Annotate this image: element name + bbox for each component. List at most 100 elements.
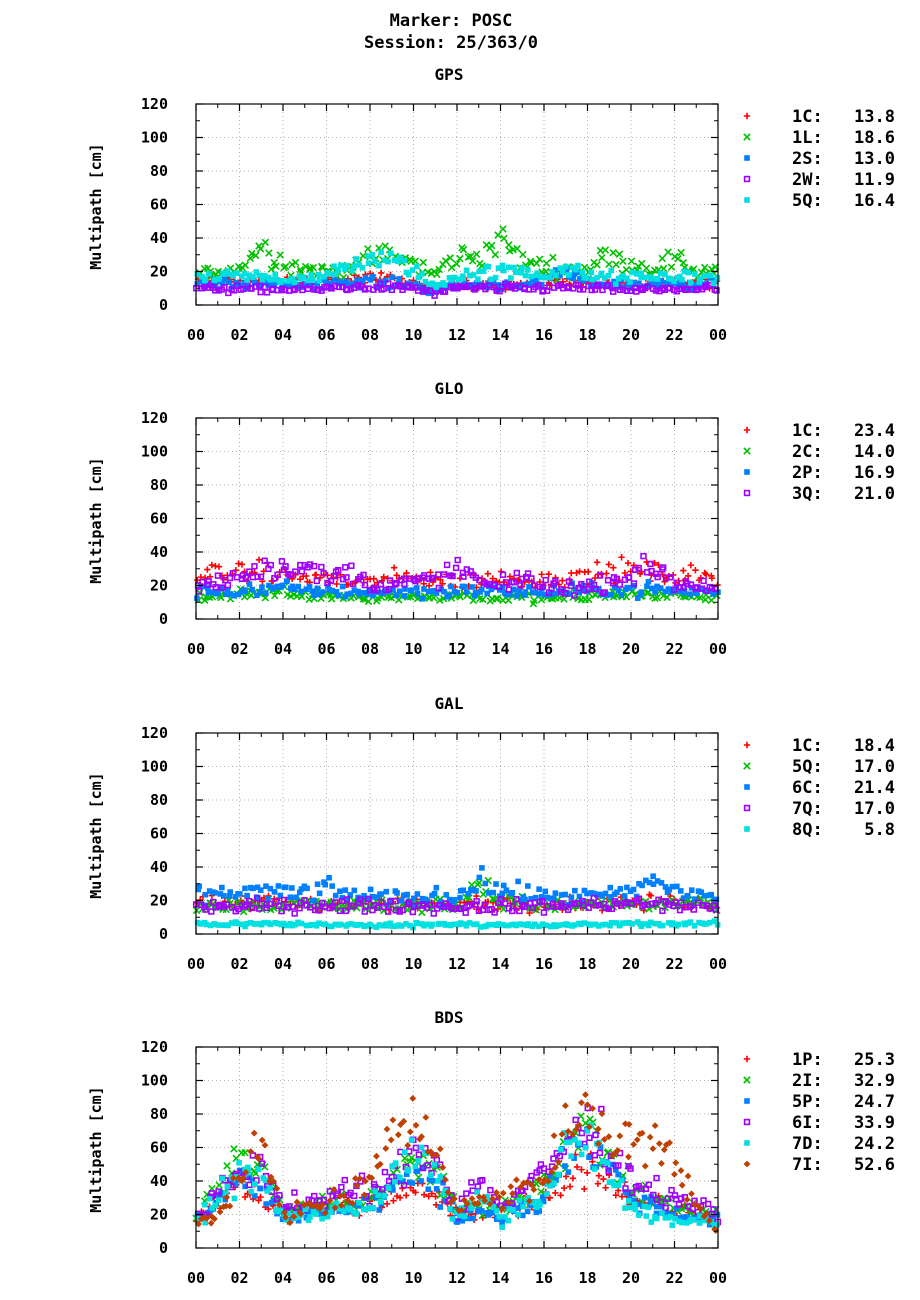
data-point	[410, 895, 417, 902]
legend-value: 13.8	[854, 107, 895, 127]
data-point	[219, 922, 226, 929]
x-tick-label: 22	[665, 640, 683, 658]
data-point	[609, 1152, 617, 1159]
y-tick-label: 40	[150, 543, 168, 561]
data-point	[479, 865, 485, 871]
data-point	[316, 1197, 323, 1204]
data-point	[377, 269, 385, 277]
data-point	[551, 1180, 557, 1186]
data-point	[263, 278, 270, 284]
data-point	[332, 921, 339, 928]
data-points	[192, 1091, 722, 1234]
data-point	[276, 251, 284, 259]
data-point	[302, 572, 310, 580]
data-point	[244, 920, 250, 927]
y-tick-label: 40	[150, 229, 168, 247]
legend-label: 5P:	[792, 1092, 823, 1112]
x-tick-label: 08	[361, 640, 379, 658]
legend-marker	[744, 469, 750, 475]
data-point	[440, 571, 448, 578]
data-point	[710, 280, 717, 287]
data-point	[596, 1149, 604, 1157]
data-point	[422, 278, 429, 285]
legend-value: 32.9	[854, 1071, 895, 1091]
x-tick-label: 02	[230, 1269, 248, 1287]
data-point	[394, 1131, 402, 1139]
data-point	[525, 921, 532, 927]
data-point	[473, 921, 480, 927]
data-points	[194, 552, 721, 608]
data-point	[443, 892, 450, 898]
data-point	[708, 272, 714, 279]
legend-label: 7D:	[792, 1134, 823, 1154]
data-point	[658, 278, 664, 284]
data-point	[310, 897, 317, 904]
data-point	[542, 576, 549, 584]
data-point	[647, 560, 654, 568]
data-point	[337, 279, 344, 285]
data-point	[235, 1174, 242, 1182]
data-point	[275, 883, 282, 889]
data-point	[365, 253, 371, 260]
data-point	[257, 887, 264, 893]
data-point	[446, 254, 454, 262]
data-point	[510, 578, 518, 586]
data-point	[599, 893, 606, 899]
data-point	[350, 1209, 357, 1216]
legend-marker	[744, 197, 750, 203]
data-point	[422, 1113, 430, 1121]
data-point	[475, 276, 481, 283]
data-point	[505, 264, 512, 271]
data-point	[361, 908, 369, 915]
data-point	[261, 283, 269, 291]
data-point	[627, 257, 636, 265]
legend-label: 2S:	[792, 149, 823, 169]
data-point	[203, 1214, 211, 1222]
data-point	[411, 257, 420, 265]
data-point	[360, 571, 367, 579]
data-point	[612, 260, 620, 269]
data-point	[425, 921, 431, 928]
data-point	[202, 1219, 209, 1226]
data-point	[344, 1209, 351, 1215]
data-point	[499, 571, 507, 578]
data-point	[540, 1198, 547, 1205]
data-point	[430, 1177, 436, 1184]
data-point	[264, 1188, 271, 1194]
data-point	[466, 902, 473, 909]
data-point	[267, 1185, 273, 1191]
data-point	[642, 264, 651, 272]
data-point	[307, 1214, 313, 1220]
data-point	[449, 1216, 456, 1222]
data-point	[662, 884, 669, 890]
data-point	[222, 1190, 229, 1197]
data-point	[671, 1192, 679, 1199]
data-point	[624, 275, 630, 282]
data-point	[604, 281, 611, 289]
data-point	[541, 591, 548, 598]
data-point	[253, 269, 260, 275]
data-point	[205, 590, 212, 596]
data-point	[696, 1204, 704, 1212]
data-point	[593, 891, 600, 898]
data-point	[691, 896, 698, 902]
data-point	[680, 584, 687, 591]
legend-marker	[743, 1118, 751, 1126]
data-point	[246, 568, 253, 575]
data-point	[279, 278, 285, 284]
data-point	[344, 262, 350, 269]
x-tick-label: 04	[274, 955, 292, 973]
data-point	[403, 1171, 410, 1178]
y-tick-label: 20	[150, 577, 168, 595]
data-point	[276, 1192, 283, 1199]
data-point	[615, 1182, 622, 1189]
data-point	[627, 585, 633, 591]
data-point	[502, 922, 509, 929]
data-point	[254, 895, 261, 902]
data-point	[401, 580, 408, 588]
data-point	[457, 905, 465, 913]
series-7D	[194, 1122, 720, 1231]
data-point	[383, 1200, 391, 1208]
data-point	[679, 276, 685, 283]
